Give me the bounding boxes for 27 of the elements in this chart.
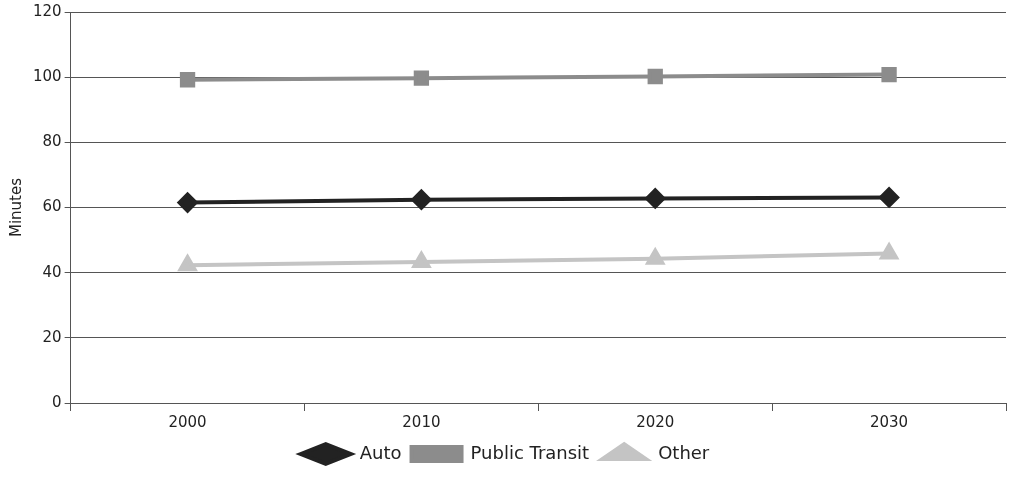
y-tick-label: 80 bbox=[42, 132, 62, 151]
legend-label: Auto bbox=[359, 441, 402, 463]
point bbox=[645, 188, 666, 209]
point bbox=[179, 72, 196, 88]
y-tick-label: 0 bbox=[52, 392, 62, 411]
point bbox=[413, 70, 430, 86]
point bbox=[647, 68, 663, 85]
y-tick-label: 20 bbox=[42, 327, 62, 346]
y-axis-title: Minutes bbox=[6, 177, 25, 238]
point bbox=[881, 66, 897, 83]
y-tick-label: 120 bbox=[32, 1, 62, 20]
x-tick-label: 2020 bbox=[636, 412, 675, 431]
y-tick-label: 40 bbox=[42, 262, 62, 281]
legend-label: Public Transit bbox=[470, 441, 590, 463]
legend-label: Other bbox=[658, 441, 710, 463]
y-tick-label: 100 bbox=[32, 67, 62, 86]
point bbox=[646, 248, 665, 265]
point bbox=[879, 187, 900, 208]
x-tick-label: 2000 bbox=[168, 412, 207, 431]
x-tick-label: 2030 bbox=[869, 412, 909, 431]
point bbox=[177, 192, 198, 213]
point bbox=[412, 251, 431, 268]
point bbox=[178, 255, 197, 272]
x-tick-label: 2010 bbox=[402, 412, 441, 431]
point bbox=[411, 189, 432, 210]
point bbox=[880, 243, 899, 260]
y-tick-label: 60 bbox=[42, 197, 62, 216]
